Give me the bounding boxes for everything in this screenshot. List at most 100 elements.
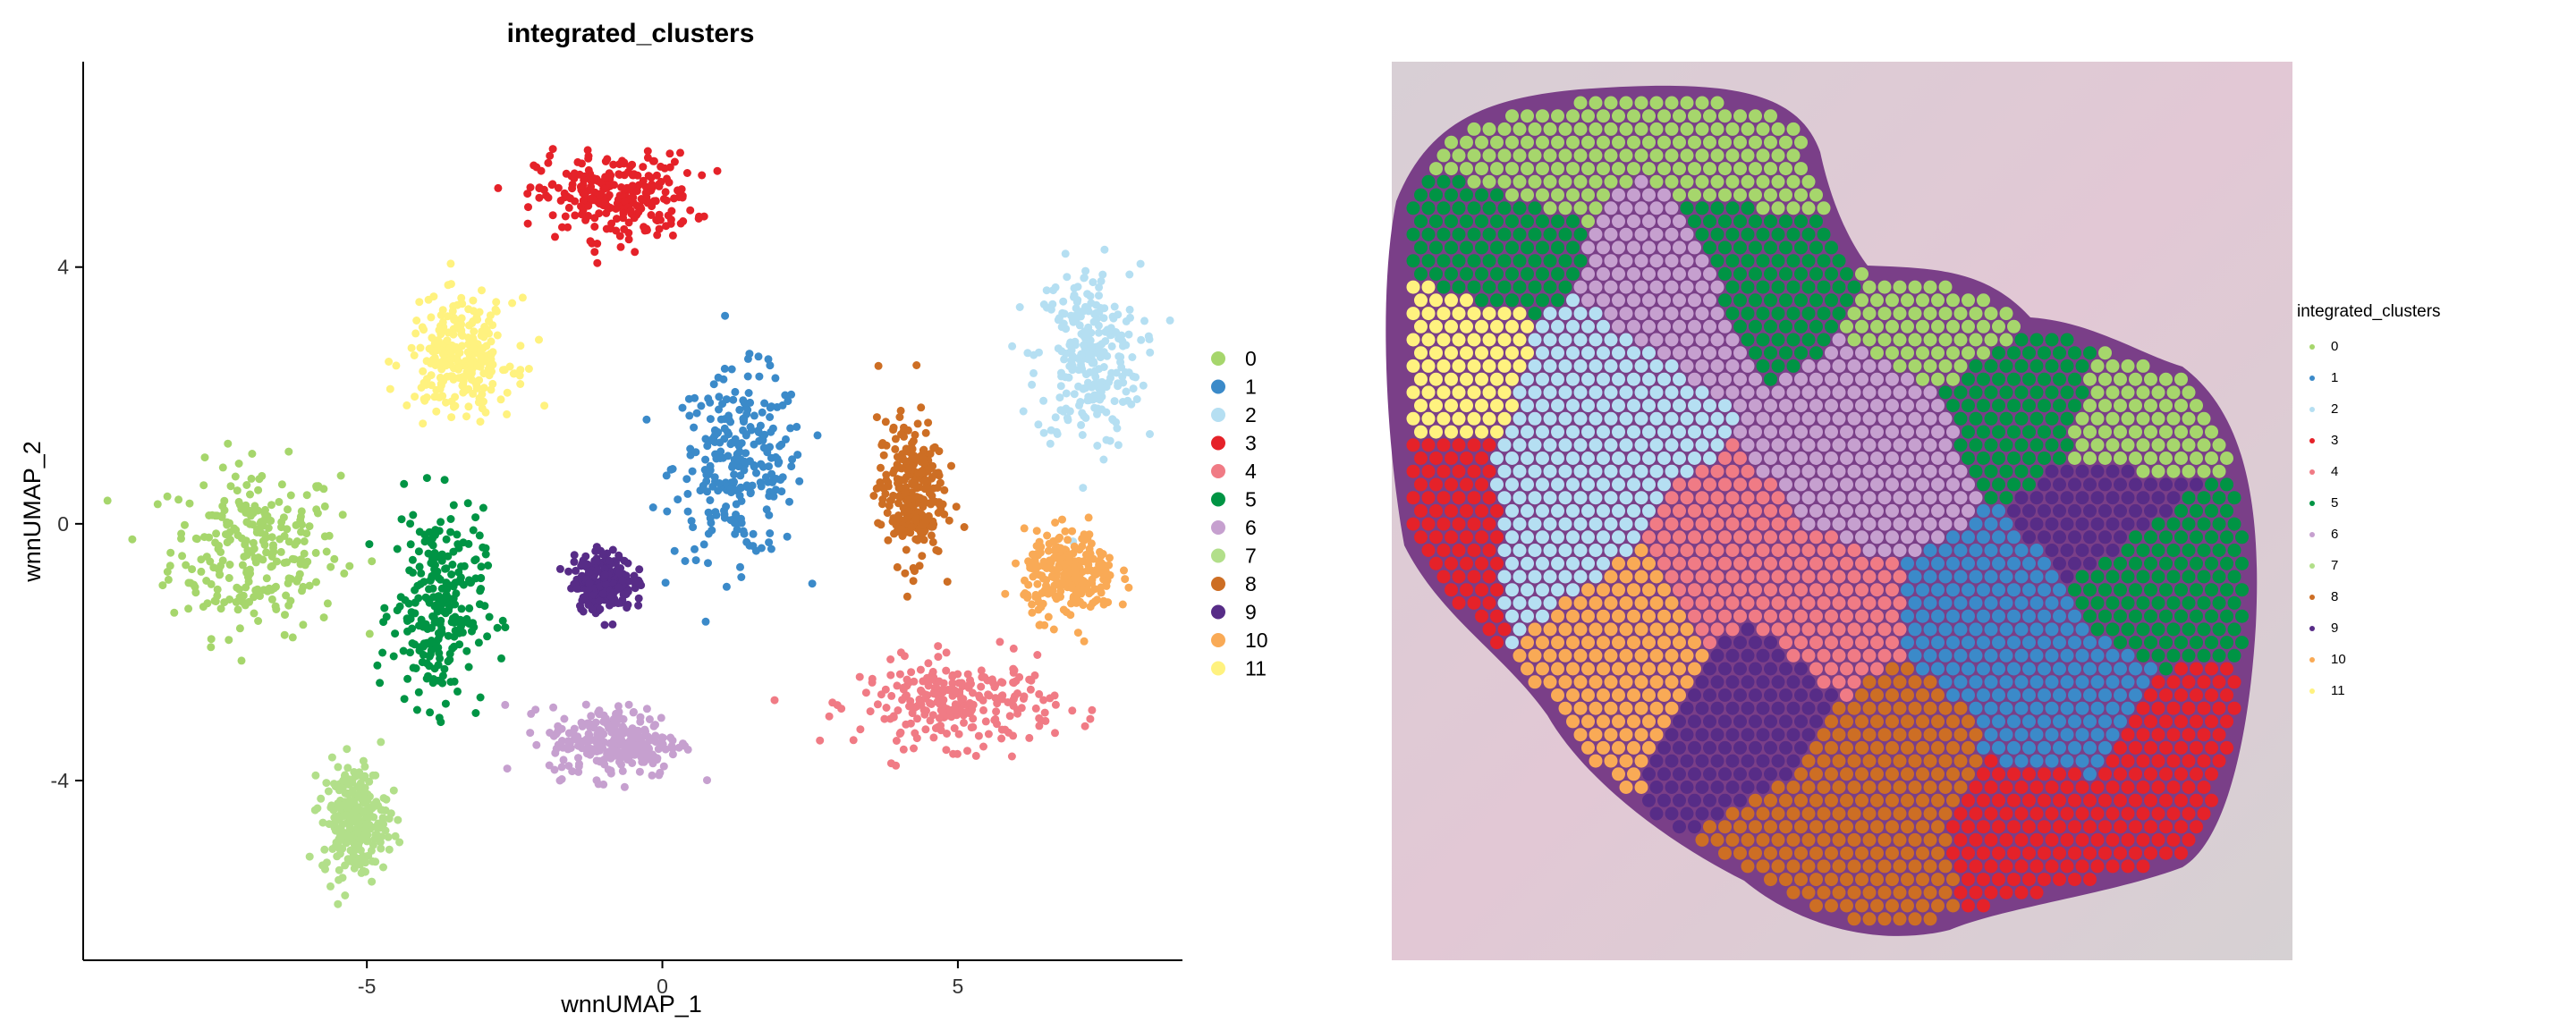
- umap-point-cluster-2: [1034, 420, 1043, 429]
- tissue-spot-cluster-5: [1786, 359, 1801, 373]
- tissue-spot-cluster-5: [1794, 215, 1808, 228]
- umap-point-cluster-2: [1093, 442, 1102, 450]
- tissue-spot-cluster-0: [1673, 188, 1686, 202]
- tissue-spot-cluster-1: [1908, 648, 1922, 663]
- tissue-spot-cluster-0: [1612, 162, 1625, 176]
- tissue-spot-cluster-2: [1634, 411, 1648, 426]
- tissue-spot-cluster-0: [1445, 135, 1458, 149]
- tissue-spot-cluster-5: [1809, 266, 1823, 281]
- umap-point-cluster-2: [1061, 249, 1070, 258]
- tissue-spot-cluster-4: [1779, 556, 1792, 570]
- tissue-spot-cluster-5: [1786, 227, 1801, 241]
- umap-point-cluster-8: [952, 502, 961, 511]
- umap-point-cluster-7: [338, 874, 347, 882]
- tissue-spot-cluster-5: [2197, 544, 2211, 557]
- tissue-spot-cluster-6: [1908, 544, 1922, 557]
- tissue-spot-cluster-3: [1490, 503, 1504, 518]
- tissue-spot-cluster-6: [1673, 241, 1686, 255]
- tissue-spot-cluster-4: [1764, 583, 1777, 597]
- tissue-spot-cluster-5: [1847, 280, 1861, 294]
- tissue-spot-cluster-0: [2083, 372, 2097, 386]
- tissue-spot-cluster-5: [2053, 452, 2066, 465]
- umap-point-cluster-1: [786, 424, 795, 433]
- tissue-spot-cluster-2: [1688, 452, 1701, 465]
- umap-point-cluster-8: [894, 499, 902, 508]
- tissue-spot-cluster-1: [1953, 622, 1968, 637]
- tissue-spot-cluster-2: [1573, 333, 1588, 347]
- tissue-spot-cluster-4: [1801, 622, 1816, 637]
- tissue-spot-cluster-6: [1794, 452, 1808, 465]
- tissue-spot-cluster-5: [2174, 530, 2188, 545]
- umap-point-cluster-11: [411, 393, 419, 401]
- tissue-spot-cluster-5: [2212, 595, 2226, 610]
- umap-point-cluster-11: [508, 299, 517, 308]
- umap-point-cluster-11: [473, 361, 481, 370]
- tissue-spot-cluster-1: [1999, 570, 2013, 584]
- tissue-spot-cluster-1: [1938, 570, 1953, 584]
- umap-point-cluster-11: [459, 380, 468, 389]
- tissue-spot-cluster-2: [1604, 544, 1618, 557]
- tissue-spot-cluster-0: [1977, 319, 1990, 333]
- umap-point-cluster-1: [742, 537, 751, 546]
- tissue-spot-cluster-11: [1475, 425, 1488, 439]
- umap-point-cluster-11: [443, 336, 452, 345]
- umap-point-cluster-8: [900, 432, 909, 441]
- tissue-spot-cluster-0: [1877, 333, 1892, 347]
- tissue-spot-cluster-11: [1436, 385, 1451, 400]
- tissue-spot-cluster-0: [1916, 346, 1929, 360]
- umap-point-cluster-0: [199, 481, 208, 490]
- umap-point-cluster-11: [439, 376, 448, 385]
- tissue-spot-cluster-6: [1589, 254, 1603, 268]
- umap-point-cluster-7: [335, 865, 343, 874]
- tissue-spot-cluster-5: [1482, 280, 1496, 294]
- tissue-spot-cluster-11: [1445, 372, 1458, 386]
- tissue-spot-cluster-6: [1779, 452, 1792, 465]
- umap-point-cluster-4: [998, 679, 1007, 687]
- tissue-spot-cluster-6: [1832, 359, 1846, 373]
- tissue-spot-cluster-0: [1627, 162, 1640, 176]
- umap-point-cluster-0: [326, 562, 335, 571]
- tissue-spot-cluster-0: [1528, 148, 1542, 163]
- tissue-spot-cluster-2: [1521, 530, 1534, 545]
- umap-point-cluster-11: [446, 348, 455, 357]
- umap-point-cluster-1: [736, 562, 744, 571]
- tissue-spot-cluster-1: [2029, 544, 2044, 557]
- tissue-spot-cluster-5: [2014, 438, 2029, 452]
- tissue-spot-cluster-3: [1429, 530, 1443, 545]
- tissue-spot-cluster-2: [1604, 517, 1618, 531]
- tissue-spot-cluster-9: [1764, 662, 1777, 676]
- tissue-spot-cluster-1: [2022, 583, 2036, 597]
- tissue-spot-cluster-2: [1543, 517, 1557, 531]
- umap-point-cluster-7: [365, 777, 374, 786]
- tissue-spot-cluster-0: [2098, 452, 2112, 465]
- tissue-spot-cluster-6: [1612, 319, 1625, 333]
- tissue-spot-cluster-5: [2136, 622, 2150, 637]
- tissue-spot-cluster-0: [1536, 162, 1549, 176]
- tissue-spot-cluster-0: [1634, 122, 1648, 136]
- umap-point-cluster-0: [365, 629, 374, 638]
- umap-point-cluster-1: [740, 457, 749, 466]
- tissue-spot-cluster-5: [1482, 254, 1496, 268]
- umap-point-cluster-3: [670, 157, 679, 166]
- umap-point-cluster-5: [415, 562, 424, 571]
- umap-point-cluster-4: [990, 683, 999, 691]
- umap-point-cluster-1: [744, 389, 753, 397]
- tissue-spot-cluster-2: [1627, 530, 1640, 545]
- tissue-spot-cluster-11: [1452, 411, 1466, 426]
- umap-point-cluster-4: [969, 722, 978, 731]
- tissue-spot-cluster-6: [1642, 319, 1656, 333]
- tissue-spot-cluster-0: [1521, 135, 1534, 149]
- tissue-spot-cluster-5: [2190, 530, 2203, 545]
- umap-point-cluster-3: [677, 185, 686, 194]
- tissue-spot-cluster-4: [1771, 517, 1785, 531]
- tissue-spot-cluster-0: [1756, 174, 1770, 189]
- umap-point-cluster-7: [358, 806, 367, 815]
- tissue-spot-cluster-10: [1589, 648, 1603, 663]
- umap-point-cluster-5: [465, 604, 474, 612]
- umap-point-cluster-1: [724, 452, 733, 460]
- tissue-spot-cluster-6: [1673, 215, 1686, 228]
- umap-point-cluster-5: [431, 530, 439, 539]
- umap-point-cluster-4: [948, 672, 957, 681]
- tissue-spot-cluster-5: [1436, 280, 1451, 294]
- tissue-spot-cluster-6: [1725, 333, 1740, 347]
